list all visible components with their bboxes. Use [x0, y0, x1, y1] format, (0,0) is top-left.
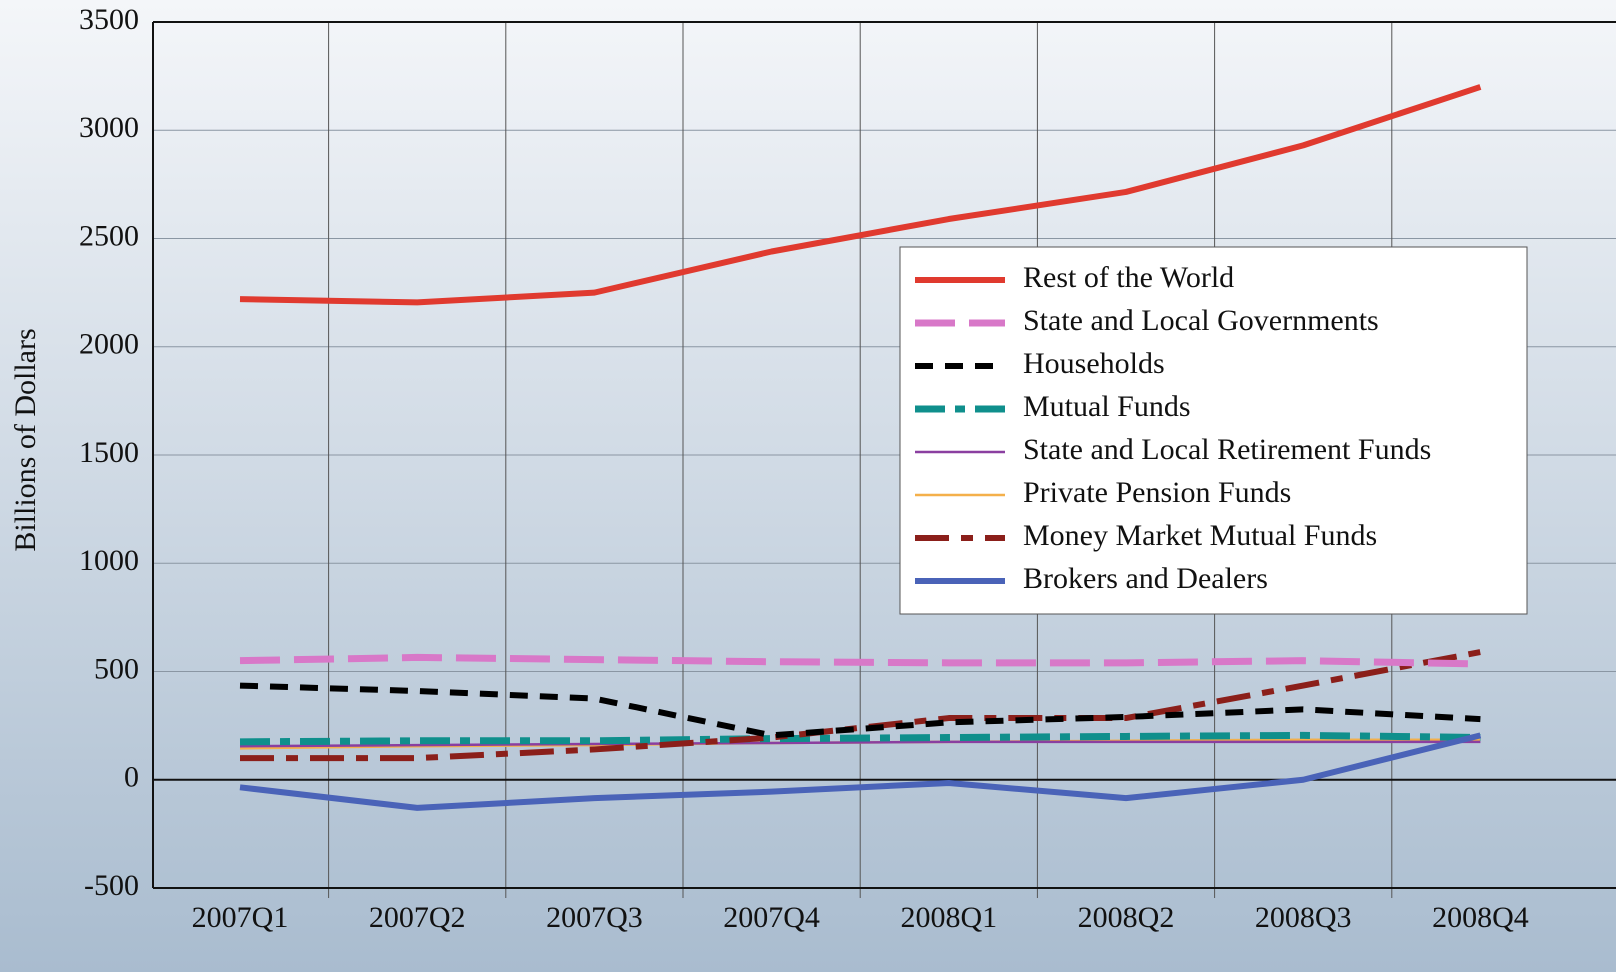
x-tick-label: 2008Q1 [900, 901, 997, 934]
legend-label: Private Pension Funds [1023, 476, 1291, 509]
y-tick-label: 2500 [79, 219, 139, 252]
y-tick-label: 500 [94, 652, 139, 685]
y-tick-label: 3500 [79, 3, 139, 36]
legend-label: Households [1023, 347, 1165, 380]
y-tick-label: 1500 [79, 436, 139, 469]
series-line [239, 732, 1482, 811]
legend-label: Money Market Mutual Funds [1023, 519, 1377, 552]
y-tick-label: 1000 [79, 544, 139, 577]
y-axis-label: Billions of Dollars [9, 328, 42, 551]
series-line [239, 731, 1481, 746]
legend-label: Brokers and Dealers [1023, 562, 1268, 595]
y-tick-label: 0 [124, 761, 139, 794]
legend: Rest of the World State and Local Governm… [899, 246, 1528, 615]
series-line [240, 649, 1481, 762]
legend-label: State and Local Governments [1023, 304, 1379, 337]
legend-box [899, 246, 1528, 615]
x-tick-label: 2007Q3 [546, 901, 643, 934]
y-tick-label: 3000 [79, 111, 139, 144]
x-tick-label: 2008Q4 [1432, 901, 1529, 934]
series-line [239, 740, 1481, 748]
y-tick-label: -500 [84, 869, 139, 902]
legend-label: State and Local Retirement Funds [1023, 433, 1431, 466]
legend-label: Mutual Funds [1023, 390, 1191, 423]
x-tick-label: 2007Q1 [192, 901, 289, 934]
series-line [239, 84, 1482, 306]
y-tick-label: 2000 [79, 328, 139, 361]
legend-label: Rest of the World [1023, 261, 1234, 294]
x-tick-label: 2008Q3 [1255, 901, 1352, 934]
x-tick-label: 2007Q4 [723, 901, 820, 934]
x-tick-label: 2007Q2 [369, 901, 466, 934]
series-line [239, 653, 1481, 668]
x-tick-label: 2008Q2 [1078, 901, 1175, 934]
